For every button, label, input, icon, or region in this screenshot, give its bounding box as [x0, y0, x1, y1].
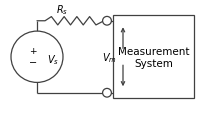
- Text: −: −: [29, 58, 37, 68]
- Text: +: +: [29, 46, 37, 55]
- Text: $V_s$: $V_s$: [47, 53, 59, 66]
- Text: $R_s$: $R_s$: [56, 3, 69, 17]
- Text: Measurement
System: Measurement System: [118, 47, 189, 68]
- Bar: [113, 16, 194, 99]
- Ellipse shape: [103, 17, 111, 26]
- Ellipse shape: [103, 89, 111, 97]
- Text: $V_m$: $V_m$: [102, 50, 117, 64]
- Ellipse shape: [11, 32, 63, 83]
